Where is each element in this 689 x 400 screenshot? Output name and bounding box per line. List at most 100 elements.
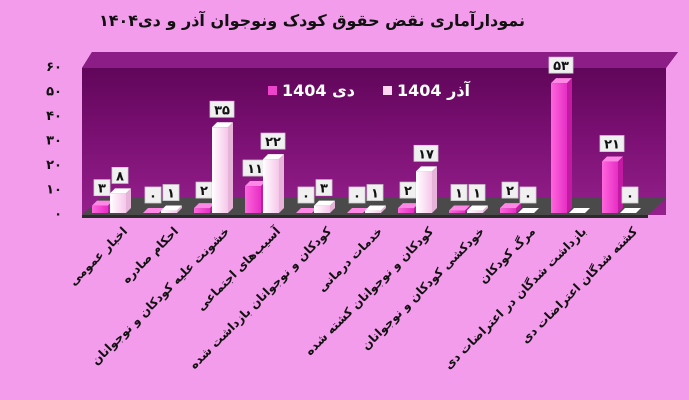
data-label: ۲۲ xyxy=(265,135,281,150)
y-tick-label: ۰ xyxy=(54,207,62,222)
bar-top xyxy=(212,122,233,128)
bar-top xyxy=(296,208,317,213)
data-label: ۱۱ xyxy=(247,162,263,177)
bar xyxy=(194,208,210,213)
bar xyxy=(602,161,618,213)
data-label: ۲ xyxy=(506,184,514,199)
data-label-box xyxy=(315,179,333,197)
bar xyxy=(110,193,126,213)
data-label-box xyxy=(348,186,366,204)
bar-side xyxy=(126,188,131,213)
bar-top xyxy=(161,205,182,211)
data-label-box xyxy=(468,184,486,201)
bar-side xyxy=(279,154,284,213)
bar xyxy=(416,171,432,213)
bar xyxy=(263,159,279,213)
bar-side xyxy=(177,205,182,213)
data-label: ۱ xyxy=(167,187,175,202)
bar xyxy=(551,83,567,214)
bar-top xyxy=(110,188,131,194)
data-label: ۲ xyxy=(404,184,412,199)
data-label-box xyxy=(413,144,439,162)
data-label: ۰ xyxy=(353,189,361,204)
data-label: ۱ xyxy=(371,187,379,202)
data-label-box xyxy=(599,135,625,152)
data-label: ۰ xyxy=(302,189,310,204)
data-label-box xyxy=(450,184,468,201)
bar xyxy=(92,205,108,213)
data-label-box xyxy=(366,184,384,201)
bar-side xyxy=(330,200,335,213)
bar-top xyxy=(500,203,521,209)
chart-title: نمودارآماری نقض حقوق کودک ونوجوان آذر و … xyxy=(99,10,525,30)
y-axis: ۰ ۱۰ ۲۰ ۳۰ ۴۰ ۵۰ ۶۰ xyxy=(46,60,62,222)
data-label: ۱ xyxy=(455,187,463,202)
data-label: ۳ xyxy=(320,182,328,197)
bar-top xyxy=(314,200,335,206)
bar-top xyxy=(245,181,266,187)
bar-side xyxy=(618,156,623,213)
data-label-box xyxy=(111,166,129,184)
y-tick-label: ۶۰ xyxy=(46,60,62,75)
bar-side xyxy=(228,122,233,213)
data-label: ۳۵ xyxy=(214,103,230,118)
data-label-box xyxy=(144,186,162,204)
bar xyxy=(161,210,177,213)
bar-top xyxy=(365,205,386,211)
y-tick-label: ۱۰ xyxy=(46,183,62,198)
bar xyxy=(365,210,381,213)
data-label: ۰ xyxy=(149,189,157,204)
bar-top xyxy=(143,208,164,213)
bar-top xyxy=(620,208,641,213)
bar xyxy=(245,186,261,213)
bar-top xyxy=(569,208,590,213)
data-label: ۸ xyxy=(116,169,124,184)
data-label-box xyxy=(260,132,286,150)
bar-top xyxy=(347,208,368,213)
y-tick-label: ۵۰ xyxy=(46,85,62,100)
bar xyxy=(467,210,483,213)
data-label-box xyxy=(162,184,180,201)
data-label-box xyxy=(548,56,574,74)
data-label: ۰ xyxy=(524,189,532,204)
data-label: ۲۱ xyxy=(604,138,620,153)
legend-label-azar: آذر 1404 xyxy=(397,80,471,100)
data-label-box xyxy=(621,186,639,204)
bar xyxy=(212,127,228,213)
bar-side xyxy=(432,166,437,213)
bar-side xyxy=(381,205,386,213)
bar-top xyxy=(416,166,437,172)
plot-wall-top xyxy=(82,52,678,68)
bar-top xyxy=(551,78,572,84)
data-label: ۰ xyxy=(626,189,634,204)
y-tick-label: ۳۰ xyxy=(46,134,62,149)
legend: دی 1404 آذر 1404 xyxy=(268,80,471,100)
data-label-box xyxy=(209,100,235,118)
data-label: ۱ xyxy=(473,187,481,202)
data-label-box xyxy=(93,179,111,197)
bar-top xyxy=(467,205,488,211)
bar-top xyxy=(518,208,539,213)
bar xyxy=(314,205,330,213)
bar-side xyxy=(465,205,470,213)
bar xyxy=(398,208,414,213)
legend-swatch-dey xyxy=(268,86,277,95)
bar-side xyxy=(516,203,521,213)
data-label: ۲ xyxy=(200,184,208,199)
bar-side xyxy=(483,205,488,213)
data-label-box xyxy=(297,186,315,204)
data-label-box xyxy=(519,186,537,204)
bar-top xyxy=(194,203,215,209)
bar-top xyxy=(92,200,113,206)
data-label-box xyxy=(501,181,519,199)
bar-top xyxy=(602,156,623,162)
y-tick-label: ۲۰ xyxy=(46,158,62,173)
legend-swatch-azar xyxy=(383,86,392,95)
bar-top xyxy=(263,154,284,160)
y-tick-label: ۴۰ xyxy=(46,109,62,124)
bar xyxy=(449,210,465,213)
data-label: ۱۷ xyxy=(418,147,434,162)
